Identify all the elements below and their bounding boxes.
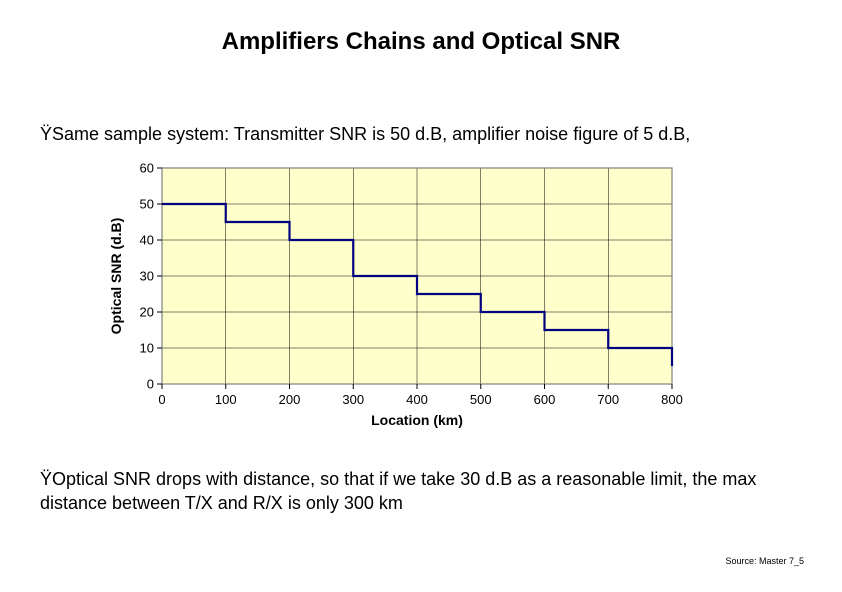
tick-label-y: 0 (147, 377, 154, 392)
tick-label-x: 600 (534, 392, 556, 407)
tick-label-x: 800 (661, 392, 683, 407)
bullet-1-text: Same sample system: Transmitter SNR is 5… (52, 124, 690, 144)
tick-label-x: 700 (597, 392, 619, 407)
source-footer: Source: Master 7_5 (725, 556, 804, 566)
tick-label-y: 30 (140, 269, 154, 284)
tick-label-y: 10 (140, 341, 154, 356)
tick-label-x: 200 (279, 392, 301, 407)
x-axis-label: Location (km) (371, 412, 463, 428)
tick-label-y: 50 (140, 197, 154, 212)
tick-label-x: 300 (342, 392, 364, 407)
y-axis-label: Optical SNR (d.B) (108, 218, 124, 335)
tick-label-x: 400 (406, 392, 428, 407)
tick-label-y: 40 (140, 233, 154, 248)
bullet-marker: Ÿ (40, 469, 52, 489)
tick-label-y: 20 (140, 305, 154, 320)
bullet-2: ŸOptical SNR drops with distance, so tha… (40, 468, 812, 516)
tick-label-y: 60 (140, 161, 154, 176)
slide-title: Amplifiers Chains and Optical SNR (0, 28, 842, 56)
bullet-1: ŸSame sample system: Transmitter SNR is … (40, 122, 812, 146)
tick-label-x: 0 (158, 392, 165, 407)
tick-label-x: 100 (215, 392, 237, 407)
bullet-marker: Ÿ (40, 124, 52, 144)
bullet-2-text: Optical SNR drops with distance, so that… (40, 469, 756, 513)
slide: Amplifiers Chains and Optical SNR ŸSame … (0, 0, 842, 592)
tick-label-x: 500 (470, 392, 492, 407)
snr-chart: 0 100 200 300 400 500 600 700 800 0 10 20 30 40 50 60 Op… (100, 162, 740, 442)
